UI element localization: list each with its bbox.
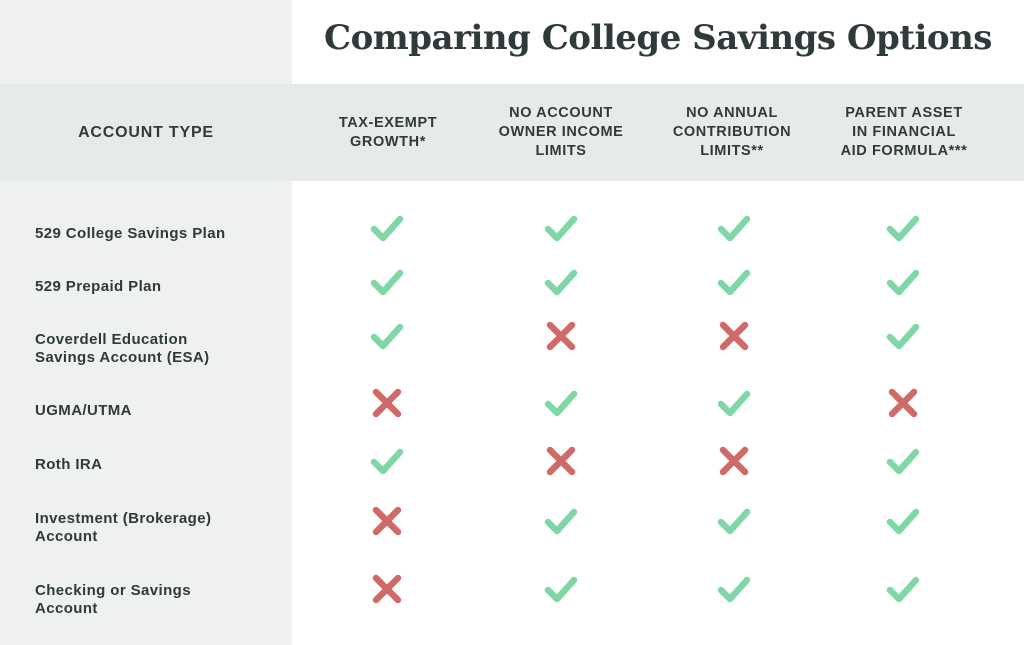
- checkmark-icon: [541, 501, 581, 541]
- x-mark-icon: [883, 383, 923, 423]
- checkmark-icon: [714, 569, 754, 609]
- x-mark-icon: [541, 316, 581, 356]
- header-band: [0, 84, 1024, 181]
- checkmark-icon: [367, 208, 407, 248]
- row-label: Investment (Brokerage) Account: [35, 510, 212, 545]
- checkmark-icon: [541, 262, 581, 302]
- page-title: Comparing College Savings Options: [324, 18, 992, 58]
- checkmark-icon: [541, 569, 581, 609]
- row-label: 529 College Savings Plan: [35, 225, 226, 242]
- column-header-no-contribution-limits: NO ANNUAL CONTRIBUTION LIMITS**: [672, 105, 792, 159]
- checkmark-icon: [883, 501, 923, 541]
- row-label: 529 Prepaid Plan: [35, 278, 162, 295]
- checkmark-icon: [367, 441, 407, 481]
- column-header-no-income-limits: NO ACCOUNT OWNER INCOME LIMITS: [498, 105, 624, 159]
- checkmark-icon: [541, 383, 581, 423]
- checkmark-icon: [714, 383, 754, 423]
- row-label: Checking or Savings Account: [35, 582, 191, 617]
- checkmark-icon: [367, 262, 407, 302]
- row-label: UGMA/UTMA: [35, 402, 132, 419]
- checkmark-icon: [883, 441, 923, 481]
- x-mark-icon: [714, 441, 754, 481]
- column-header-parent-asset: PARENT ASSET IN FINANCIAL AID FORMULA***: [840, 105, 968, 159]
- checkmark-icon: [541, 208, 581, 248]
- column-header-account-type: ACCOUNT TYPE: [78, 124, 214, 141]
- x-mark-icon: [367, 383, 407, 423]
- checkmark-icon: [883, 569, 923, 609]
- row-label: Roth IRA: [35, 456, 103, 473]
- checkmark-icon: [883, 262, 923, 302]
- checkmark-icon: [367, 316, 407, 356]
- checkmark-icon: [714, 208, 754, 248]
- x-mark-icon: [541, 441, 581, 481]
- checkmark-icon: [883, 316, 923, 356]
- x-mark-icon: [367, 501, 407, 541]
- x-mark-icon: [714, 316, 754, 356]
- column-header-tax-exempt-growth: TAX-EXEMPT GROWTH*: [338, 114, 438, 150]
- checkmark-icon: [883, 208, 923, 248]
- checkmark-icon: [714, 262, 754, 302]
- row-label: Coverdell Education Savings Account (ESA…: [35, 331, 210, 366]
- x-mark-icon: [367, 569, 407, 609]
- checkmark-icon: [714, 501, 754, 541]
